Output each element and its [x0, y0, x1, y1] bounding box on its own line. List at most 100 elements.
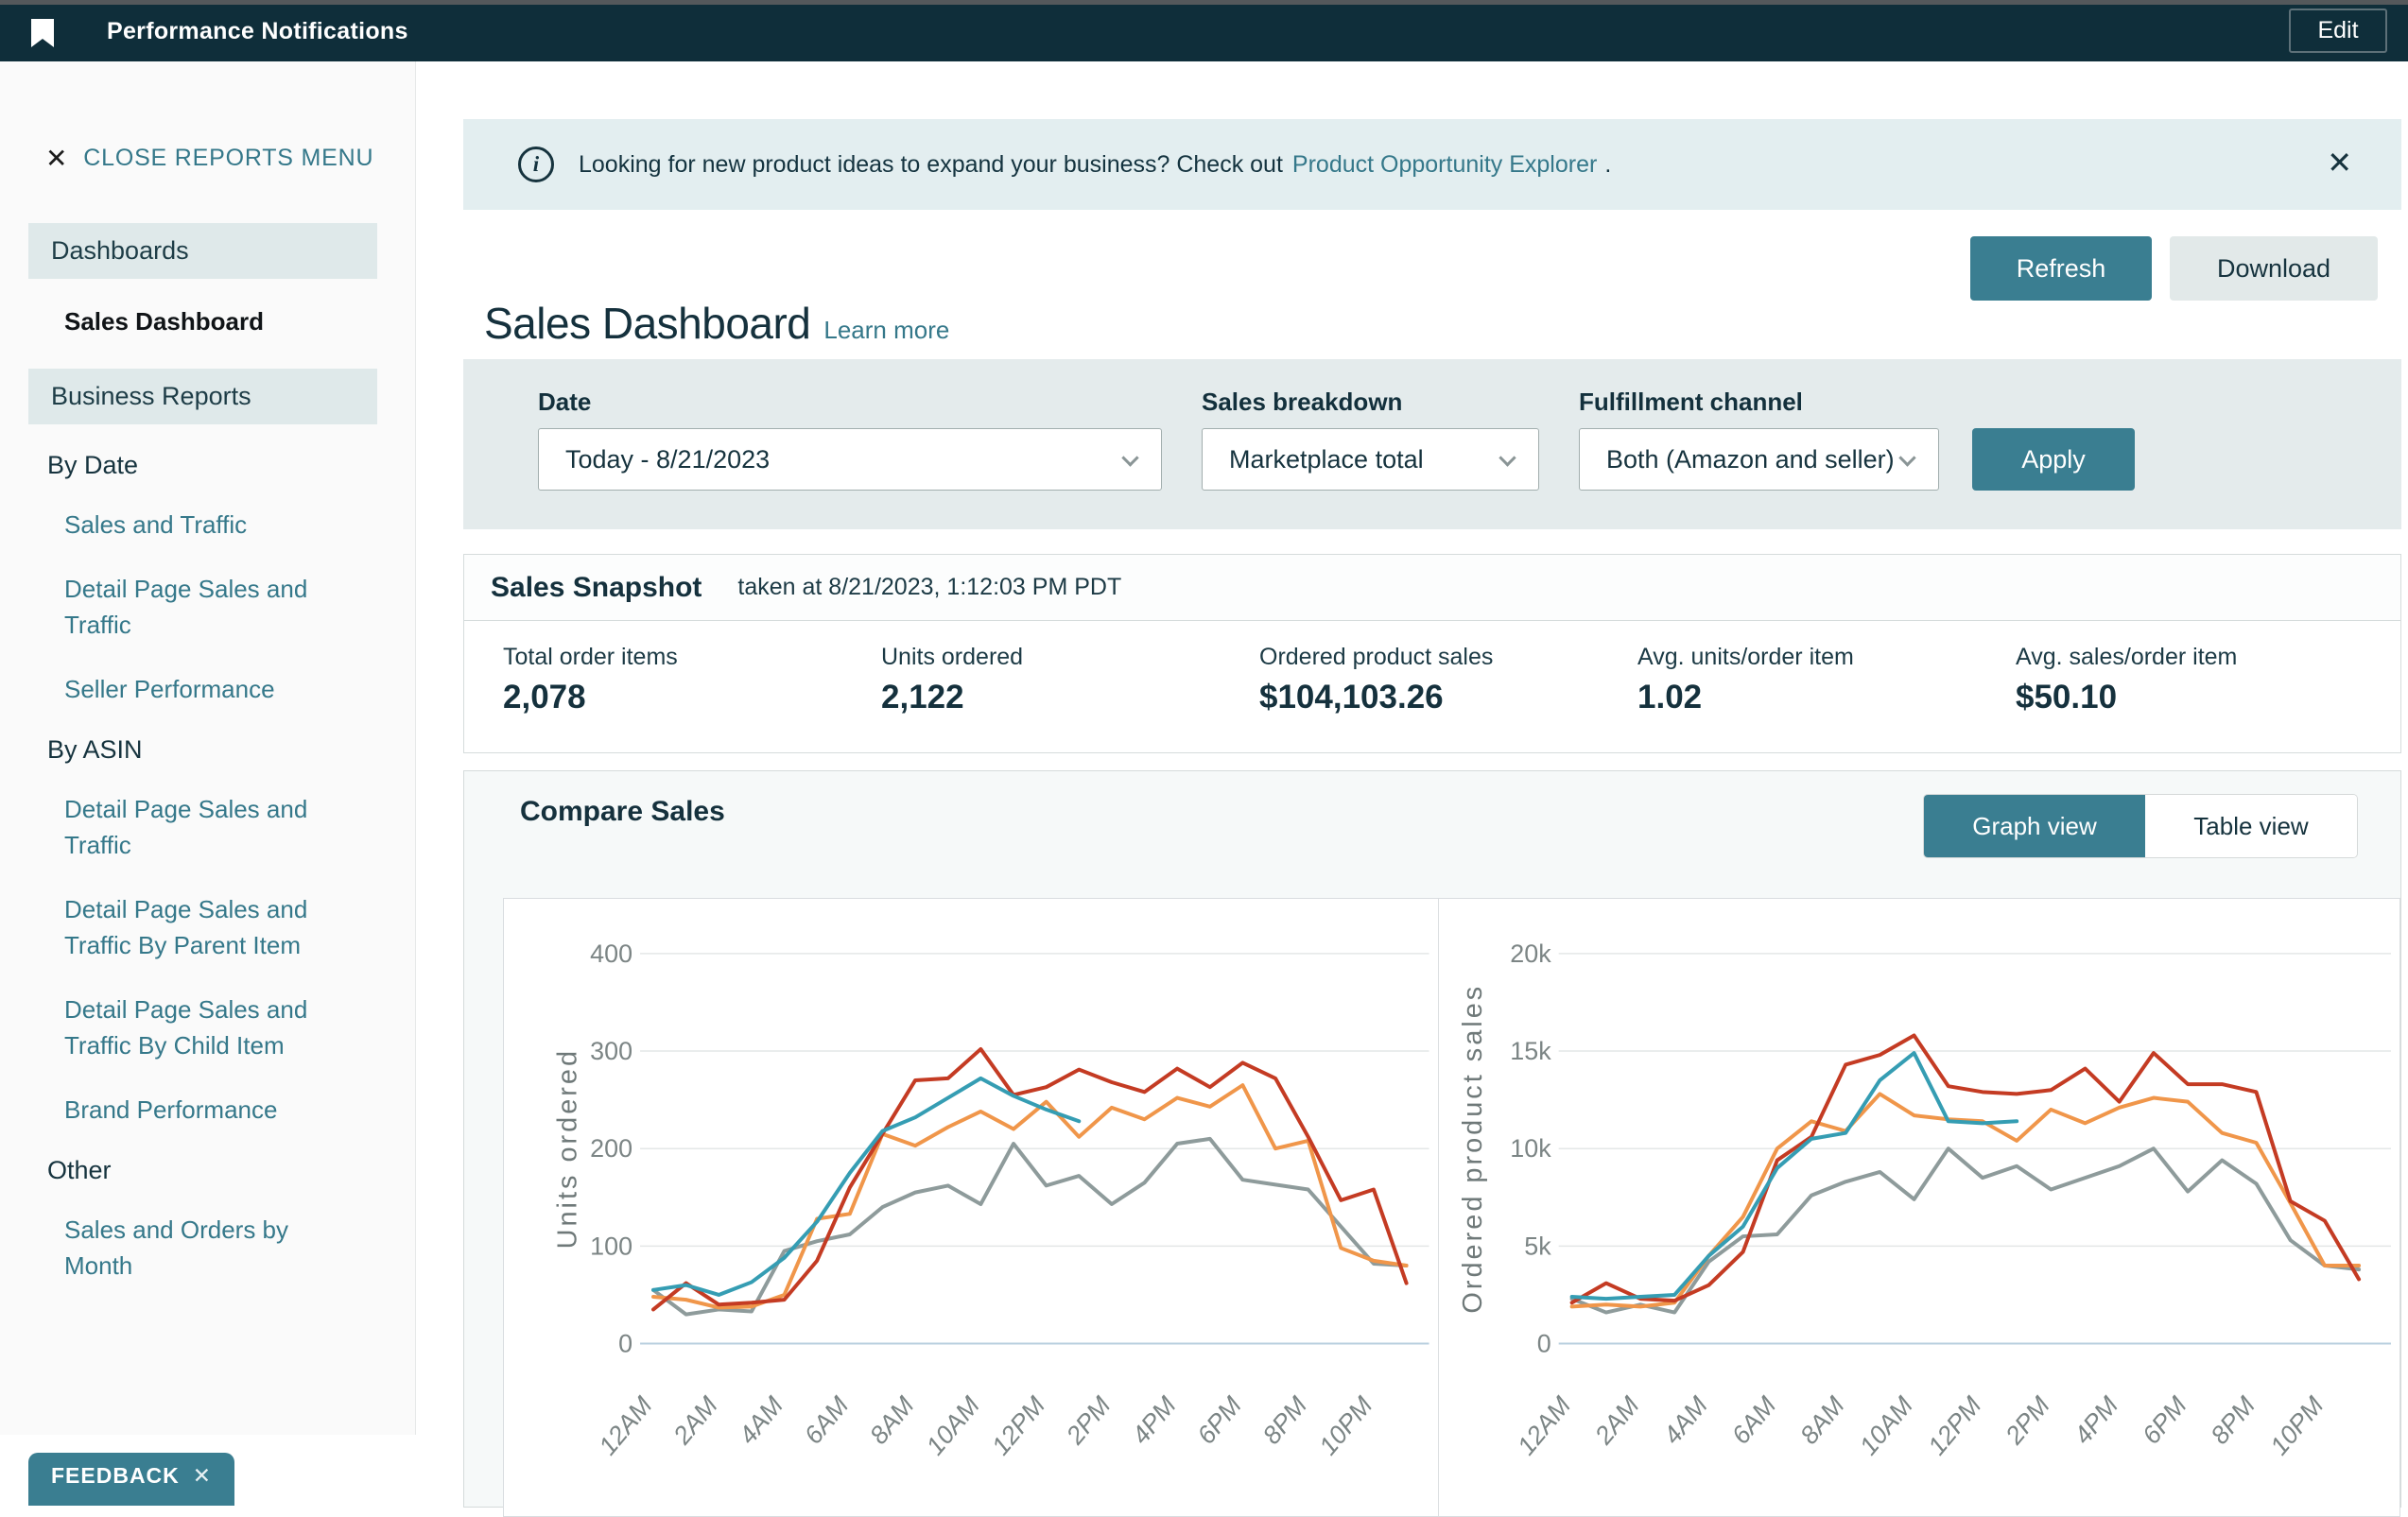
page-title-row: Sales Dashboard Learn more	[484, 298, 949, 349]
graph-view-tab[interactable]: Graph view	[1924, 795, 2145, 857]
metric-value: 2,078	[503, 679, 586, 715]
product-opportunity-explorer-link[interactable]: Product Opportunity Explorer	[1291, 150, 1598, 178]
svg-text:5k: 5k	[1524, 1232, 1551, 1260]
svg-text:4PM: 4PM	[2069, 1390, 2124, 1449]
svg-text:2PM: 2PM	[2000, 1390, 2056, 1450]
fulfillment-channel-select[interactable]: Both (Amazon and seller)	[1579, 428, 1939, 491]
metric-label: Total order items	[503, 644, 678, 670]
svg-text:8AM: 8AM	[864, 1390, 920, 1449]
sidebar-item-sales-and-orders-by-month[interactable]: Sales and Orders by Month	[64, 1215, 289, 1280]
svg-text:20k: 20k	[1510, 940, 1551, 968]
metric-value: 2,122	[881, 679, 964, 715]
svg-text:6PM: 6PM	[2137, 1390, 2192, 1449]
svg-text:400: 400	[590, 940, 632, 968]
metric-label: Units ordered	[881, 644, 1024, 670]
date-select[interactable]: Today - 8/21/2023	[538, 428, 1162, 491]
reports-sidebar: ✕ CLOSE REPORTS MENU Dashboards Sales Dash…	[0, 61, 416, 1506]
svg-text:12AM: 12AM	[1512, 1390, 1577, 1460]
svg-text:0: 0	[618, 1330, 632, 1358]
sales-breakdown-label: Sales breakdown	[1202, 388, 1403, 416]
edit-button[interactable]: Edit	[2289, 9, 2387, 53]
snapshot-timestamp: taken at 8/21/2023, 1:12:03 PM PDT	[737, 574, 1122, 600]
main-content: i Looking for new product ideas to expan…	[417, 61, 2408, 1517]
sidebar-item-by-date: By Date	[47, 451, 139, 479]
sales-snapshot-card: Sales Snapshot taken at 8/21/2023, 1:12:…	[463, 554, 2401, 753]
apply-button[interactable]: Apply	[1972, 428, 2135, 491]
view-toggle: Graph view Table view	[1924, 795, 2357, 857]
sales-breakdown-select[interactable]: Marketplace total	[1202, 428, 1539, 491]
download-button[interactable]: Download	[2170, 236, 2378, 301]
close-reports-menu[interactable]: ✕ CLOSE REPORTS MENU	[45, 143, 415, 174]
svg-text:10AM: 10AM	[921, 1390, 986, 1460]
sales-breakdown-value: Marketplace total	[1229, 444, 1424, 474]
svg-text:0: 0	[1537, 1330, 1551, 1358]
svg-text:6AM: 6AM	[799, 1390, 855, 1449]
learn-more-link[interactable]: Learn more	[823, 316, 950, 344]
svg-text:12PM: 12PM	[1922, 1390, 1987, 1460]
metric-label: Avg. sales/order item	[2016, 644, 2238, 670]
svg-text:2PM: 2PM	[1060, 1390, 1117, 1450]
svg-text:10k: 10k	[1510, 1134, 1551, 1163]
sidebar-item-sales-and-traffic[interactable]: Sales and Traffic	[64, 510, 248, 539]
sidebar-item-business-reports: Business Reports	[28, 369, 377, 424]
svg-text:2AM: 2AM	[667, 1390, 724, 1450]
table-view-tab[interactable]: Table view	[2145, 795, 2357, 857]
sidebar-item-brand-performance[interactable]: Brand Performance	[64, 1095, 278, 1124]
svg-text:12PM: 12PM	[986, 1390, 1051, 1460]
units-ordered-chart: 0 100 200 300 400 12AM 2AM 4AM 6AM 8AM 10AM 12PM 2PM…	[504, 899, 1438, 1516]
chevron-down-icon	[1898, 449, 1916, 467]
page-header-title: Performance Notifications	[107, 18, 408, 44]
banner-text: Looking for new product ideas to expand …	[579, 150, 1283, 178]
svg-text:4PM: 4PM	[1126, 1390, 1182, 1449]
svg-text:10AM: 10AM	[1854, 1390, 1919, 1460]
fulfillment-channel-label: Fulfillment channel	[1579, 388, 1803, 416]
svg-text:8AM: 8AM	[1794, 1390, 1850, 1449]
feedback-close-icon[interactable]: ✕	[192, 1463, 213, 1488]
close-icon: ✕	[45, 144, 69, 173]
info-icon: i	[518, 147, 554, 182]
snapshot-metric: Units ordered 2,122	[881, 644, 1259, 716]
sidebar-item-detail-page-sales-and-traffic[interactable]: Detail Page Sales and Traffic	[64, 795, 308, 859]
svg-text:6AM: 6AM	[1726, 1390, 1782, 1449]
svg-text:Ordered product sales: Ordered product sales	[1458, 984, 1488, 1314]
sidebar-item-detail-page-sales-and-traffic[interactable]: Detail Page Sales and Traffic	[64, 575, 308, 639]
banner-close-icon[interactable]: ✕	[2327, 146, 2352, 180]
svg-text:10PM: 10PM	[1313, 1390, 1378, 1460]
svg-text:12AM: 12AM	[593, 1390, 658, 1460]
metric-value: $104,103.26	[1259, 679, 1444, 715]
sidebar-item-dashboards: Dashboards	[28, 223, 377, 279]
top-bar: Performance Notifications Edit	[0, 0, 2408, 61]
compare-sales-chart-panel: 0 100 200 300 400 12AM 2AM 4AM 6AM 8AM 10AM 12PM 2PM…	[503, 898, 2400, 1517]
sidebar-item-detail-page-sales-and-traffic-by-parent-item[interactable]: Detail Page Sales and Traffic By Parent …	[64, 895, 308, 959]
sidebar-item-detail-page-sales-and-traffic-by-child-item[interactable]: Detail Page Sales and Traffic By Child I…	[64, 995, 308, 1060]
svg-text:8PM: 8PM	[2206, 1390, 2261, 1449]
svg-text:10PM: 10PM	[2264, 1390, 2330, 1460]
snapshot-metric: Avg. sales/order item $50.10	[2016, 644, 2394, 716]
svg-text:4AM: 4AM	[1657, 1390, 1713, 1449]
page-title: Sales Dashboard	[484, 299, 811, 348]
banner-suffix: .	[1604, 150, 1612, 178]
svg-text:Units ordered: Units ordered	[552, 1048, 582, 1249]
sidebar-item-sales-dashboard[interactable]: Sales Dashboard	[64, 307, 264, 336]
metric-label: Ordered product sales	[1259, 644, 1494, 670]
sidebar-item-other: Other	[47, 1156, 112, 1184]
date-select-value: Today - 8/21/2023	[565, 444, 771, 474]
svg-text:8PM: 8PM	[1257, 1390, 1313, 1449]
date-label: Date	[538, 388, 592, 416]
feedback-button[interactable]: FEEDBACK ✕	[28, 1453, 235, 1506]
close-reports-label: CLOSE REPORTS MENU	[83, 145, 374, 171]
sidebar-item-seller-performance[interactable]: Seller Performance	[64, 675, 275, 703]
refresh-button[interactable]: Refresh	[1970, 236, 2152, 301]
feedback-label: FEEDBACK	[51, 1463, 180, 1488]
svg-text:2AM: 2AM	[1588, 1390, 1645, 1450]
svg-text:4AM: 4AM	[734, 1390, 789, 1449]
bookmark-icon	[31, 19, 54, 47]
metric-value: 1.02	[1637, 679, 1703, 715]
chevron-down-icon	[1499, 449, 1516, 467]
svg-text:200: 200	[590, 1134, 632, 1163]
sales-snapshot-title: Sales Snapshot	[491, 571, 702, 603]
info-banner: i Looking for new product ideas to expan…	[463, 119, 2401, 210]
svg-text:300: 300	[590, 1037, 632, 1065]
ordered-product-sales-chart: 0 5k 10k 15k 20k 12AM 2AM 4AM 6AM 8AM 10AM 12PM 2PM 4…	[1438, 899, 2399, 1516]
sales-snapshot-header: Sales Snapshot taken at 8/21/2023, 1:12:…	[464, 555, 2400, 621]
